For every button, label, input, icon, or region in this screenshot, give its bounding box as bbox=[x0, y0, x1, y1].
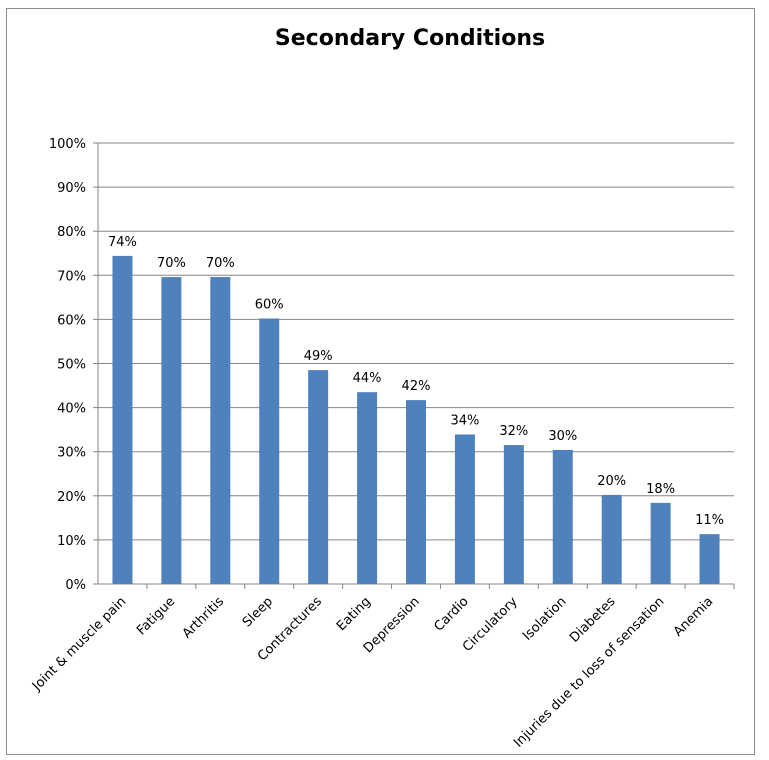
bar bbox=[161, 277, 182, 584]
chart-title: Secondary Conditions bbox=[274, 26, 546, 51]
data-label: 70% bbox=[157, 256, 186, 271]
data-label: 70% bbox=[206, 256, 235, 271]
y-tick-label: 0% bbox=[65, 578, 86, 593]
y-tick-label: 60% bbox=[57, 313, 86, 328]
bar bbox=[552, 449, 573, 584]
data-label: 11% bbox=[695, 513, 724, 528]
bar bbox=[210, 277, 231, 584]
bar bbox=[406, 400, 426, 584]
data-label: 18% bbox=[646, 482, 675, 497]
y-tick-label: 30% bbox=[57, 446, 86, 461]
data-label: 20% bbox=[597, 474, 626, 489]
bar bbox=[503, 445, 524, 584]
x-tick-label: Anemia bbox=[671, 594, 717, 640]
data-label: 34% bbox=[450, 414, 479, 429]
bar bbox=[308, 370, 329, 584]
x-tick-label: Isolation bbox=[520, 594, 570, 644]
y-tick-label: 10% bbox=[57, 534, 86, 549]
data-label: 74% bbox=[108, 235, 137, 250]
y-tick-label: 80% bbox=[57, 225, 86, 240]
bar bbox=[259, 318, 280, 584]
bar bbox=[601, 494, 622, 584]
x-tick-label: Cardio bbox=[431, 594, 471, 634]
x-tick-label: Arthritis bbox=[180, 594, 228, 642]
y-tick-label: 100% bbox=[49, 137, 86, 152]
data-label: 32% bbox=[499, 424, 528, 439]
x-tick-label: Eating bbox=[334, 594, 374, 634]
data-label: 49% bbox=[304, 349, 333, 364]
y-tick-label: 50% bbox=[57, 358, 86, 373]
data-label: 30% bbox=[548, 429, 577, 444]
bar bbox=[112, 255, 133, 584]
bar bbox=[699, 534, 720, 584]
x-tick-label: Joint & muscle pain bbox=[29, 594, 129, 694]
y-tick-label: 20% bbox=[57, 490, 86, 505]
x-tick-label: Sleep bbox=[240, 594, 276, 630]
x-tick-label: Fatigue bbox=[134, 594, 178, 638]
bar bbox=[650, 502, 671, 584]
data-label: 60% bbox=[255, 298, 284, 313]
y-tick-label: 40% bbox=[57, 402, 86, 417]
data-label: 42% bbox=[402, 379, 431, 394]
x-tick-label: Diabetes bbox=[567, 594, 619, 646]
bar bbox=[454, 434, 475, 584]
y-tick-label: 70% bbox=[57, 269, 86, 284]
data-label: 44% bbox=[353, 371, 382, 386]
y-tick-label: 90% bbox=[57, 181, 86, 196]
bar bbox=[357, 392, 378, 584]
